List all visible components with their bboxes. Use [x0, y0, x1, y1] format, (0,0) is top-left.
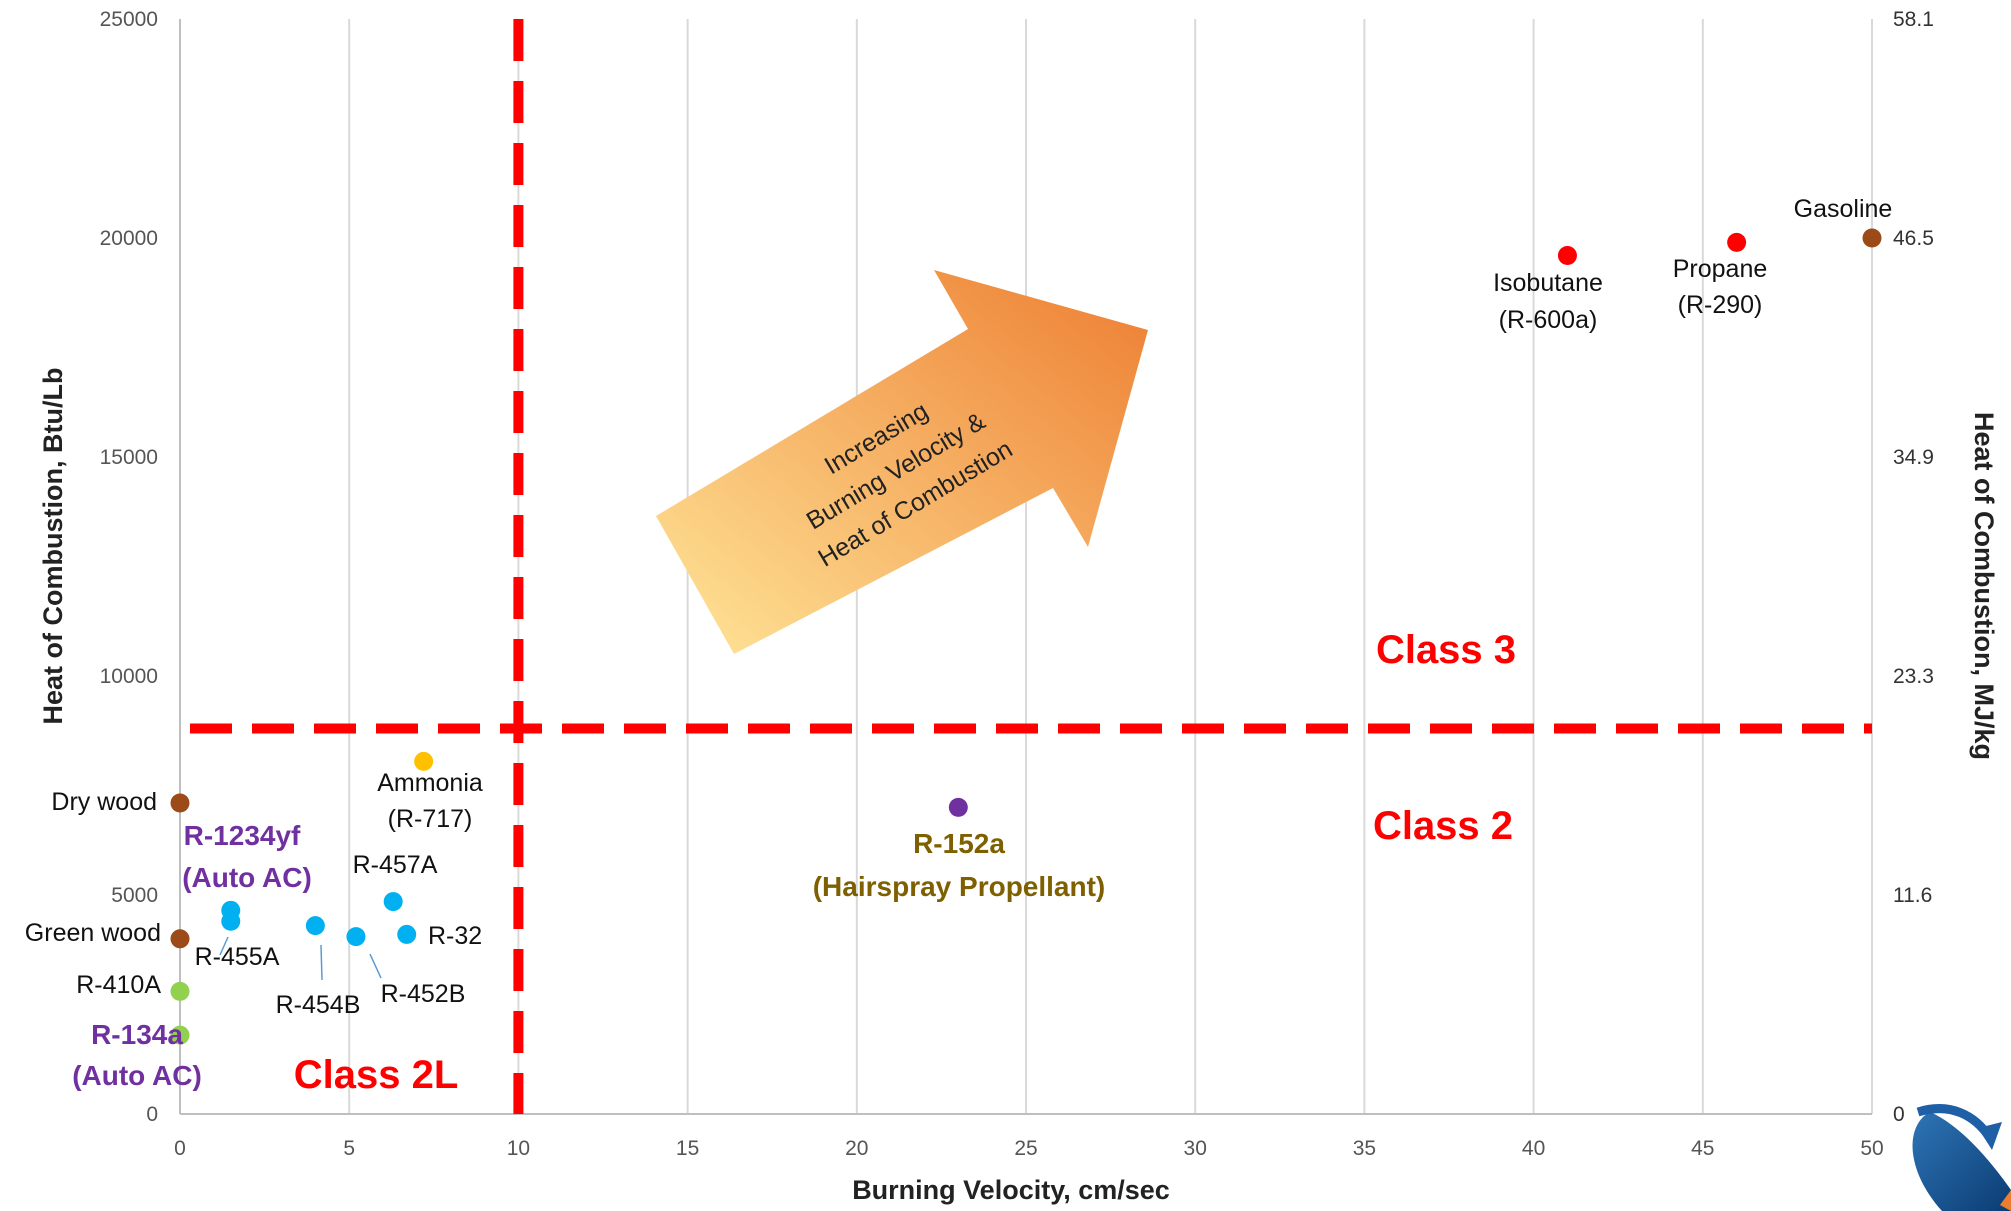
- data-points: [170, 228, 1882, 1045]
- point-ammonia: [414, 751, 434, 771]
- point-r-457a: [383, 892, 403, 912]
- label-r1234yf-auto-ac: (Auto AC): [182, 862, 312, 893]
- x-axis-title: Burning Velocity, cm/sec: [852, 1175, 1170, 1205]
- point-r-152a: [948, 797, 968, 817]
- point-isobutane: [1557, 246, 1577, 266]
- label-class-2l: Class 2L: [294, 1053, 459, 1097]
- y-axis-title: Heat of Combustion, Btu/Lb: [38, 368, 68, 725]
- label-r134a-auto-ac: (Auto AC): [72, 1060, 202, 1091]
- y-tick-label: 20000: [100, 227, 158, 250]
- logo-shape: [1912, 1112, 2011, 1211]
- label-r457a: R-457A: [353, 851, 438, 879]
- point-r-410a: [170, 981, 190, 1001]
- y2-tick-label: 58.1: [1893, 8, 1934, 31]
- leader-lines: [219, 936, 382, 981]
- label-r152a: R-152a: [913, 828, 1005, 859]
- label-gasoline: Gasoline: [1794, 195, 1893, 223]
- annotations: Dry wood Green wood R-410A R-134a (Auto …: [25, 195, 1893, 1097]
- label-isobutane: Isobutane: [1493, 269, 1603, 297]
- label-r152a-hairspray: (Hairspray Propellant): [813, 871, 1106, 902]
- y2-tick-label: 0: [1893, 1103, 1905, 1126]
- label-r1234yf: R-1234yf: [184, 820, 301, 851]
- x-tick-label: 0: [174, 1137, 186, 1160]
- y-tick-label: 25000: [100, 8, 158, 31]
- x-tick-label: 45: [1691, 1137, 1714, 1160]
- trend-arrow-shape: [656, 270, 1148, 654]
- trend-arrow: Increasing Burning Velocity & Heat of Co…: [656, 270, 1148, 654]
- label-ammonia: Ammonia: [377, 769, 483, 797]
- class-boundary-lines: [190, 19, 1872, 1114]
- y2-tick-label: 23.3: [1893, 665, 1934, 688]
- axes: 0 5 10 15 20 25 30 35 40 45 50 0 5000 10000 15000 20000…: [100, 8, 1934, 1160]
- grid-lines: [348, 19, 1873, 1114]
- label-propane-r290: (R-290): [1678, 291, 1763, 319]
- y-tick-label: 0: [146, 1103, 158, 1126]
- point-r-134a: [170, 1025, 190, 1045]
- y2-tick-label: 46.5: [1893, 227, 1934, 250]
- x-tick-label: 40: [1522, 1137, 1545, 1160]
- label-r410a: R-410A: [76, 971, 161, 999]
- point-r-454b: [305, 916, 325, 936]
- logo-arrow-head: [1978, 1122, 2002, 1150]
- corner-logo: [1912, 1104, 2011, 1211]
- y2-tick-label: 11.6: [1893, 884, 1932, 907]
- label-r452b: R-452B: [381, 980, 466, 1008]
- x-tick-label: 15: [676, 1137, 699, 1160]
- x-tick-label: 35: [1353, 1137, 1376, 1160]
- logo-accent: [2000, 1190, 2011, 1211]
- leader-line-r454b: [320, 944, 323, 981]
- label-propane: Propane: [1673, 255, 1768, 283]
- point-r-455a: [221, 900, 241, 920]
- point-gasoline: [1862, 228, 1882, 248]
- label-class-2: Class 2: [1373, 804, 1513, 848]
- label-class-3: Class 3: [1376, 628, 1516, 672]
- point-dry-wood: [170, 793, 190, 813]
- x-tick-label: 30: [1184, 1137, 1207, 1160]
- y2-tick-label: 34.9: [1893, 446, 1934, 469]
- label-r134a: R-134a: [91, 1019, 183, 1050]
- label-isobutane-r600a: (R-600a): [1499, 306, 1598, 334]
- label-dry-wood: Dry wood: [51, 788, 157, 816]
- x-tick-label: 5: [343, 1137, 355, 1160]
- y2-axis-title: Heat of Combustion, MJ/kg: [1969, 412, 1999, 760]
- y-tick-label: 10000: [100, 665, 158, 688]
- label-r32: R-32: [428, 922, 482, 950]
- y-tick-label: 5000: [111, 884, 158, 907]
- x-tick-label: 20: [845, 1137, 868, 1160]
- y-tick-label: 15000: [100, 446, 158, 469]
- leader-line-r452b: [369, 953, 382, 979]
- x-tick-label: 25: [1014, 1137, 1037, 1160]
- label-green-wood: Green wood: [25, 919, 161, 947]
- point-propane: [1727, 232, 1747, 252]
- point-green-wood: [170, 929, 190, 949]
- label-r455a: R-455A: [195, 943, 280, 971]
- x-tick-label: 50: [1860, 1137, 1883, 1160]
- label-ammonia-r717: (R-717): [388, 805, 473, 833]
- label-r454b: R-454B: [276, 991, 361, 1019]
- point-r-32: [397, 924, 417, 944]
- point-r-452b: [346, 927, 366, 947]
- leader-line-r455a: [219, 936, 229, 956]
- x-tick-label: 10: [507, 1137, 530, 1160]
